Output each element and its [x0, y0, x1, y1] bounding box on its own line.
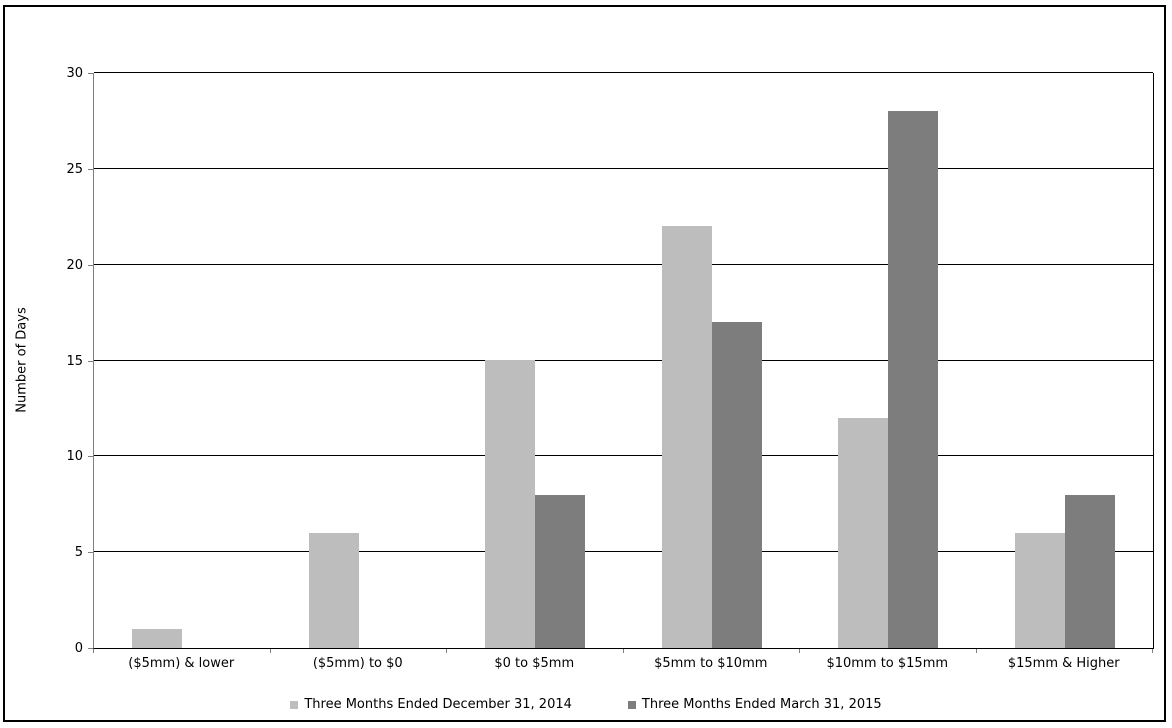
legend: Three Months Ended December 31, 2014 Thre… — [0, 697, 1172, 712]
y-tick-mark-10 — [88, 456, 93, 458]
x-category-label-4: $5mm to $10mm — [654, 656, 768, 671]
x-tick-mark-6 — [1152, 649, 1153, 653]
legend-item-2: Three Months Ended March 31, 2015 — [627, 697, 882, 712]
y-tick-label-20: 20 — [66, 257, 83, 273]
x-category-label-3: $0 to $5mm — [494, 656, 575, 671]
legend-label: Three Months Ended December 31, 2014 — [304, 697, 572, 712]
y-tick-label-25: 25 — [66, 161, 83, 177]
x-tick-mark-5 — [975, 649, 977, 653]
x-category-label-1: ($5mm) & lower — [128, 656, 235, 671]
bar-series1-cat2 — [308, 533, 359, 648]
bar-series2-cat5 — [888, 111, 939, 648]
x-tick-mark-0 — [93, 649, 94, 653]
y-tick-label-5: 5 — [74, 545, 83, 561]
gridline-y-10 — [94, 455, 1153, 457]
y-tick-label-10: 10 — [66, 449, 83, 465]
legend-swatch-icon — [627, 700, 636, 709]
bar-series1-cat6 — [1014, 533, 1065, 648]
x-tick-mark-2 — [446, 649, 447, 653]
y-tick-label-30: 30 — [66, 66, 83, 81]
y-tick-mark-15 — [88, 360, 93, 362]
x-category-label-6: $15mm & Higher — [1007, 656, 1120, 671]
x-tick-mark-1 — [269, 649, 271, 653]
y-tick-mark-0 — [88, 648, 93, 649]
bar-series1-cat5 — [838, 418, 889, 648]
x-category-label-5: $10mm to $15mm — [826, 656, 949, 671]
legend-swatch-icon — [290, 700, 299, 709]
bar-series2-cat6 — [1064, 495, 1115, 648]
x-category-label-2: ($5mm) to $0 — [312, 656, 403, 671]
y-tick-mark-25 — [88, 168, 93, 170]
bar-series2-cat3 — [535, 495, 586, 648]
x-tick-mark-3 — [622, 649, 624, 653]
gridline-y-15 — [94, 359, 1153, 361]
y-tick-label-0: 0 — [74, 641, 83, 656]
legend-label: Three Months Ended March 31, 2015 — [641, 697, 882, 712]
y-tick-mark-5 — [88, 552, 93, 554]
gridline-y-20 — [94, 263, 1153, 265]
y-tick-mark-30 — [88, 73, 93, 74]
y-tick-mark-20 — [88, 264, 93, 266]
legend-item-1: Three Months Ended December 31, 2014 — [290, 697, 572, 712]
bar-series1-cat1 — [132, 629, 183, 648]
plot-area — [93, 72, 1154, 649]
bar-series2-cat4 — [711, 322, 762, 648]
gridline-y-25 — [94, 167, 1153, 169]
gridline-y-30 — [94, 72, 1153, 73]
y-tick-label-15: 15 — [66, 353, 83, 369]
x-tick-mark-4 — [799, 649, 800, 653]
bar-series1-cat3 — [485, 360, 536, 648]
bar-series1-cat4 — [661, 226, 712, 648]
gridline-y-5 — [94, 551, 1153, 553]
